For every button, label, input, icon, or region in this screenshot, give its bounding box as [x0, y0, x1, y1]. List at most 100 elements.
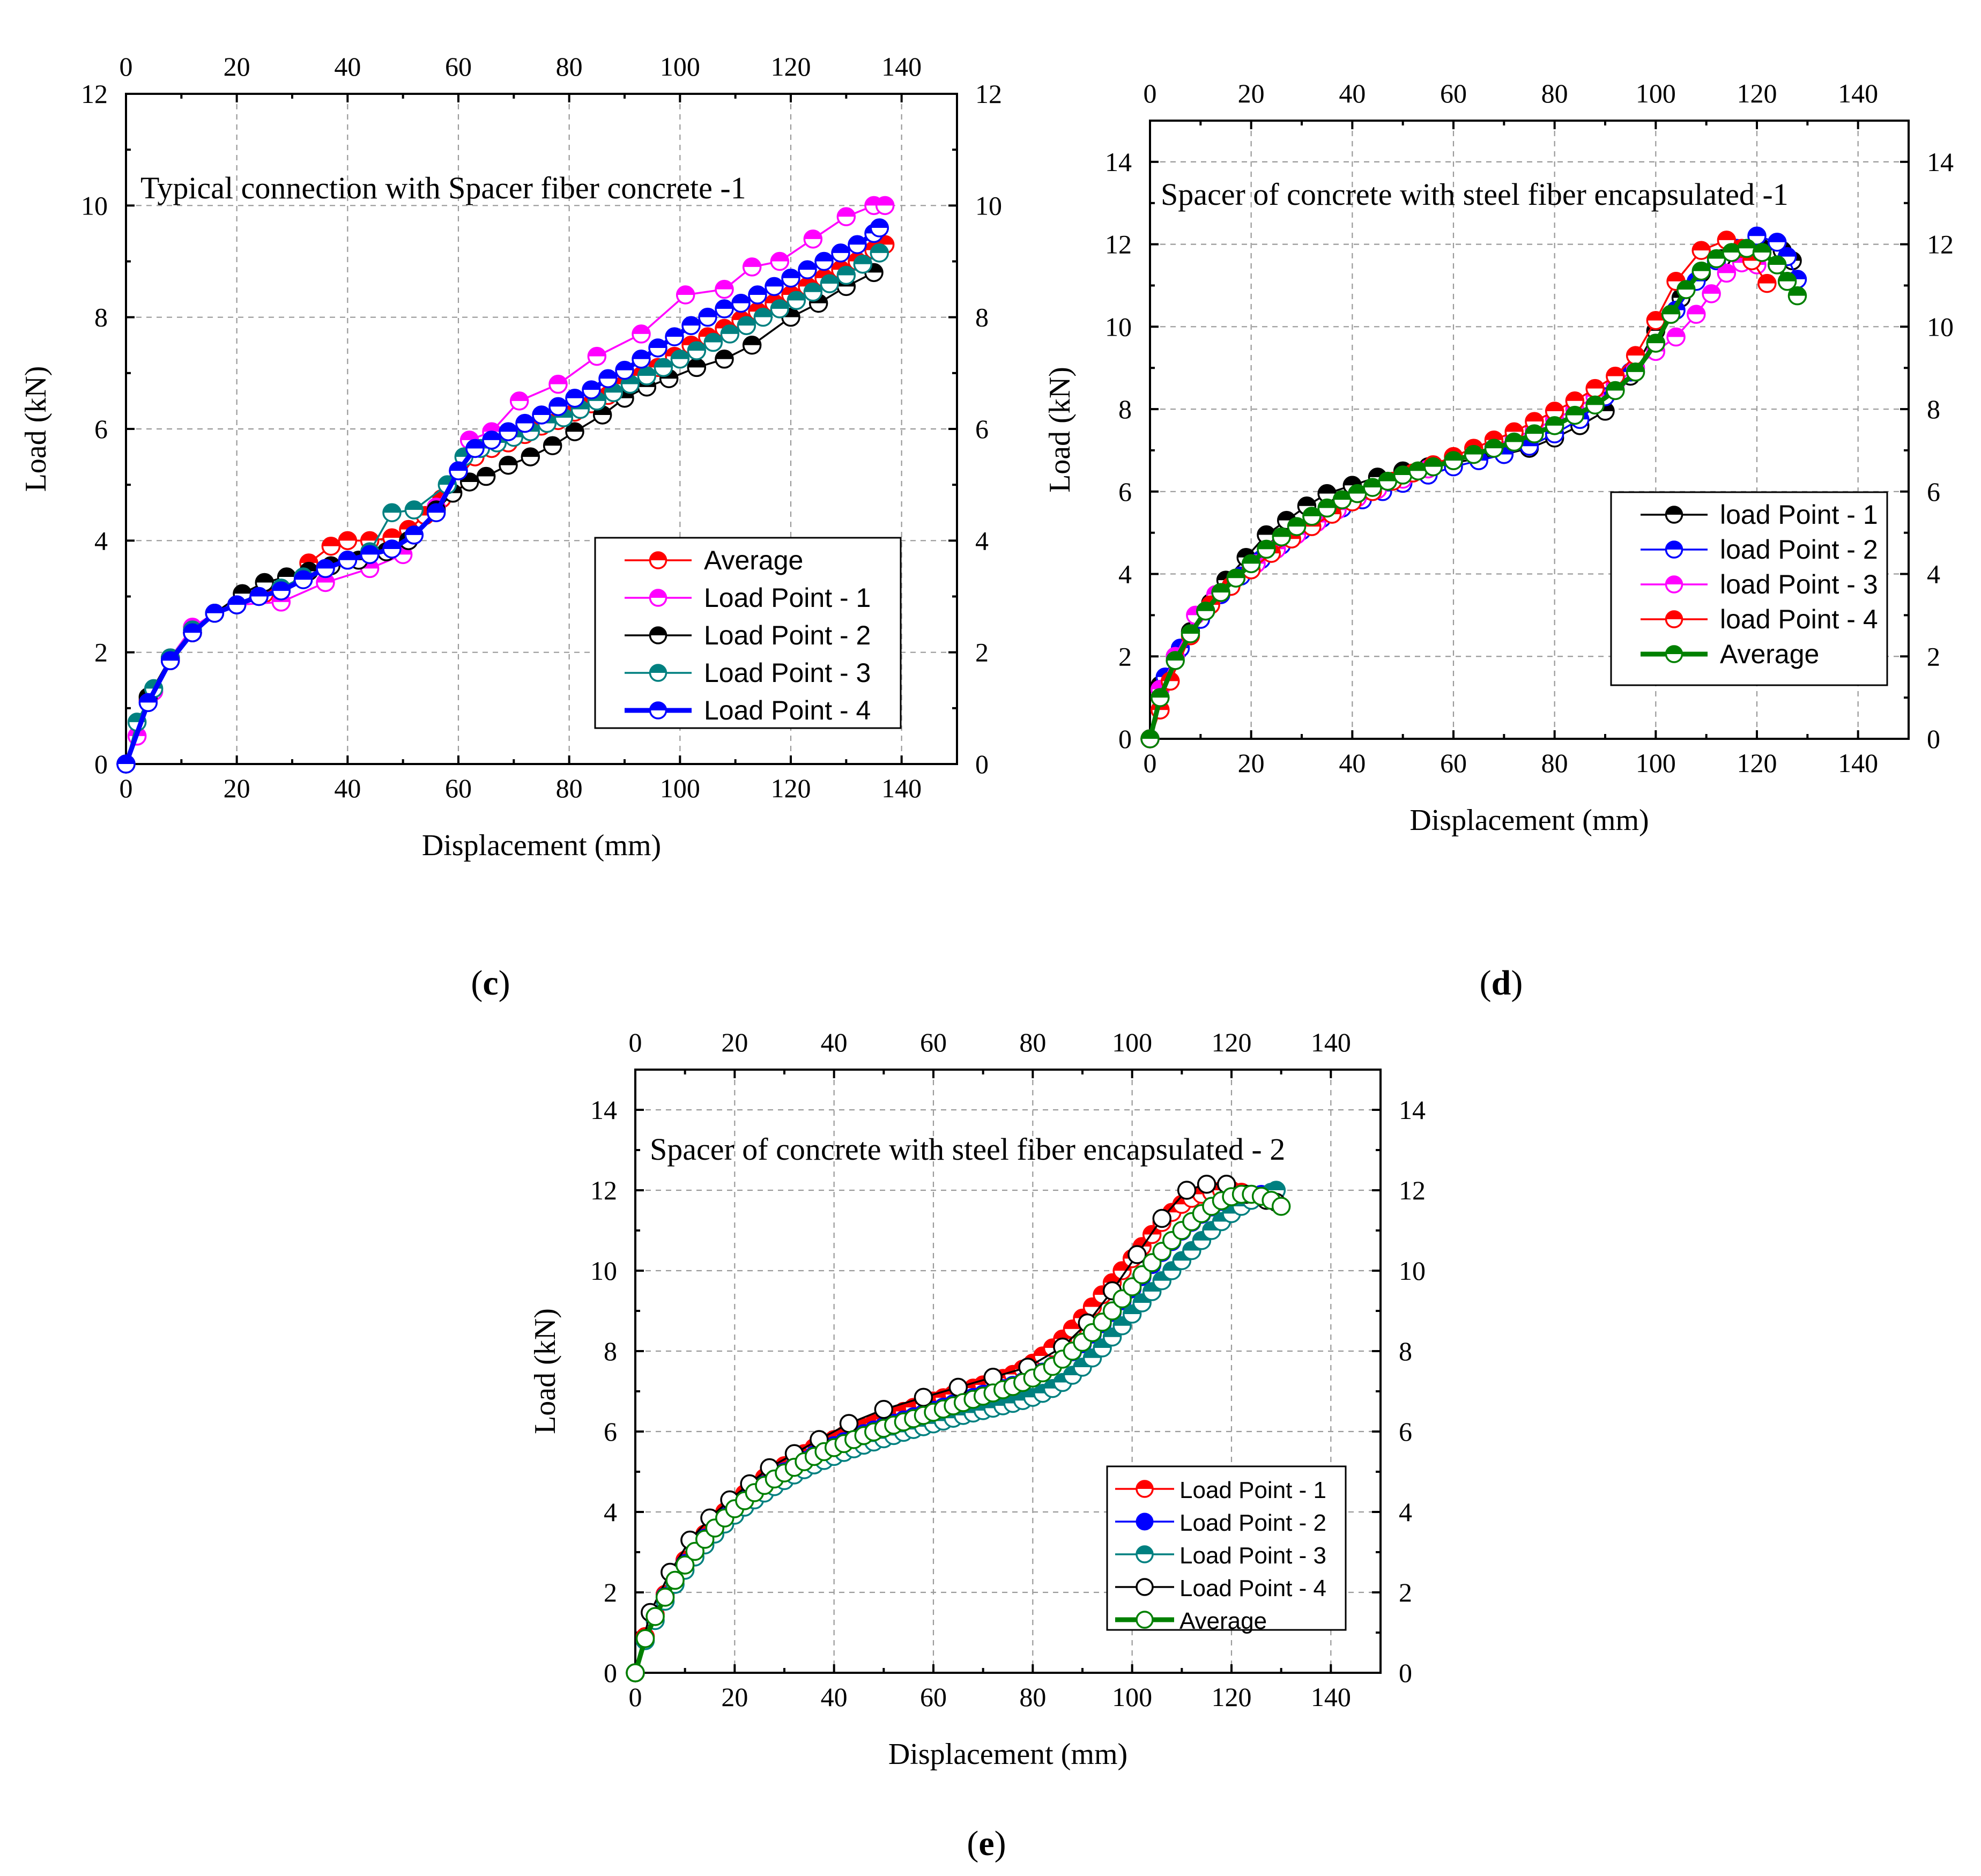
data-point — [338, 551, 358, 570]
chart-title: Typical connection with Spacer fiber con… — [140, 170, 746, 205]
y-tick-label-left: 6 — [1118, 477, 1132, 507]
data-point — [1676, 280, 1696, 299]
x-tick-label-bottom: 20 — [721, 1682, 748, 1712]
legend-label: load Point - 2 — [1720, 535, 1878, 565]
legend-item: Load Point - 1 — [625, 583, 871, 613]
y-tick-label-left: 8 — [94, 302, 108, 332]
data-point — [742, 257, 762, 277]
y-tick-label-left: 4 — [94, 525, 108, 555]
series-5 — [626, 1184, 1291, 1682]
data-point — [404, 500, 424, 520]
x-tick-label-bottom: 0 — [120, 773, 133, 803]
data-point — [1767, 255, 1787, 275]
x-tick-label-top: 60 — [1440, 78, 1467, 108]
data-point — [515, 413, 535, 433]
x-tick-label-bottom: 120 — [1737, 748, 1777, 778]
x-tick-label-bottom: 60 — [1440, 748, 1467, 778]
legend-item: Average — [1115, 1608, 1267, 1634]
y-tick-label-right: 4 — [1399, 1497, 1412, 1527]
legend-marker — [1665, 540, 1683, 559]
y-tick-label-left: 0 — [604, 1658, 617, 1688]
x-tick-label-bottom: 120 — [771, 773, 811, 803]
x-tick-label-top: 40 — [334, 51, 361, 81]
y-axis-title: Load (kN) — [1043, 367, 1077, 493]
y-tick-label-left: 12 — [81, 79, 108, 109]
y-tick-label-right: 8 — [1399, 1336, 1412, 1366]
x-tick-label-bottom: 100 — [1112, 1682, 1152, 1712]
x-tick-label-bottom: 100 — [1636, 748, 1676, 778]
data-point — [1348, 484, 1367, 503]
data-point — [499, 455, 518, 475]
data-point — [1787, 286, 1807, 306]
panel-label-d: (d) — [1480, 963, 1523, 1003]
legend-marker — [1136, 1578, 1154, 1596]
legend: load Point - 1 load Point - 2 load Point -… — [1610, 491, 1888, 686]
legend-item: Load Point - 4 — [1115, 1575, 1326, 1601]
data-point — [521, 447, 540, 466]
legend-item: Average — [625, 545, 803, 575]
data-point — [598, 369, 618, 388]
x-tick-label-bottom: 40 — [334, 773, 361, 803]
y-tick-label-left: 0 — [94, 749, 108, 779]
chart-title: Spacer of concrete with steel fiber enca… — [1161, 177, 1789, 212]
legend-label: Load Point - 2 — [704, 620, 871, 650]
data-point — [1257, 539, 1276, 559]
data-point — [715, 299, 734, 318]
data-point — [548, 374, 568, 394]
data-point — [227, 595, 247, 614]
data-point — [1197, 1175, 1216, 1194]
series-5 — [116, 218, 889, 774]
legend-label: load Point - 4 — [1720, 604, 1878, 634]
legend-label: Average — [1720, 639, 1819, 669]
data-point — [836, 207, 856, 226]
y-tick-label-right: 6 — [975, 414, 989, 444]
y-tick-label-right: 12 — [1927, 229, 1954, 259]
y-tick-label-right: 8 — [1927, 394, 1940, 424]
x-tick-label-bottom: 20 — [224, 773, 250, 803]
data-point — [1585, 379, 1605, 398]
x-tick-label-top: 60 — [920, 1027, 947, 1057]
data-point — [1127, 1245, 1147, 1264]
data-point — [1666, 327, 1686, 347]
data-point — [781, 269, 800, 288]
data-point — [646, 1607, 665, 1626]
data-point — [626, 1663, 645, 1682]
y-tick-label-left: 10 — [590, 1256, 617, 1286]
x-tick-label-bottom: 80 — [1019, 1682, 1046, 1712]
data-point — [703, 332, 723, 352]
data-point — [870, 218, 889, 238]
y-tick-label-left: 8 — [1118, 394, 1132, 424]
data-point — [1767, 233, 1787, 252]
data-point — [1504, 432, 1524, 452]
data-point — [482, 431, 501, 450]
x-tick-label-top: 120 — [771, 51, 811, 81]
legend-marker — [649, 701, 667, 720]
legend-label: Load Point - 4 — [1179, 1575, 1326, 1601]
data-point — [404, 525, 424, 545]
data-point — [715, 350, 734, 369]
x-tick-label-top: 20 — [1238, 78, 1265, 108]
data-point — [1140, 729, 1160, 748]
data-point — [914, 1388, 933, 1407]
legend-marker — [1665, 645, 1683, 663]
data-point — [1287, 517, 1307, 536]
data-point — [1166, 651, 1185, 670]
data-point — [665, 327, 684, 346]
data-point — [814, 251, 834, 271]
data-point — [1717, 263, 1737, 283]
data-point — [637, 366, 657, 385]
data-point — [635, 1629, 655, 1648]
legend-label: Load Point - 3 — [704, 658, 871, 688]
data-point — [1606, 381, 1625, 401]
data-point — [1342, 476, 1362, 495]
x-tick-label-top: 100 — [660, 51, 700, 81]
data-point — [615, 360, 634, 380]
data-point — [1484, 439, 1504, 458]
y-axis-title: Load (kN) — [529, 1308, 562, 1434]
data-point — [632, 350, 651, 369]
x-axis-title: Displacement (mm) — [888, 1738, 1127, 1771]
data-point — [770, 299, 790, 318]
data-point — [787, 291, 806, 310]
data-point — [1226, 568, 1246, 588]
